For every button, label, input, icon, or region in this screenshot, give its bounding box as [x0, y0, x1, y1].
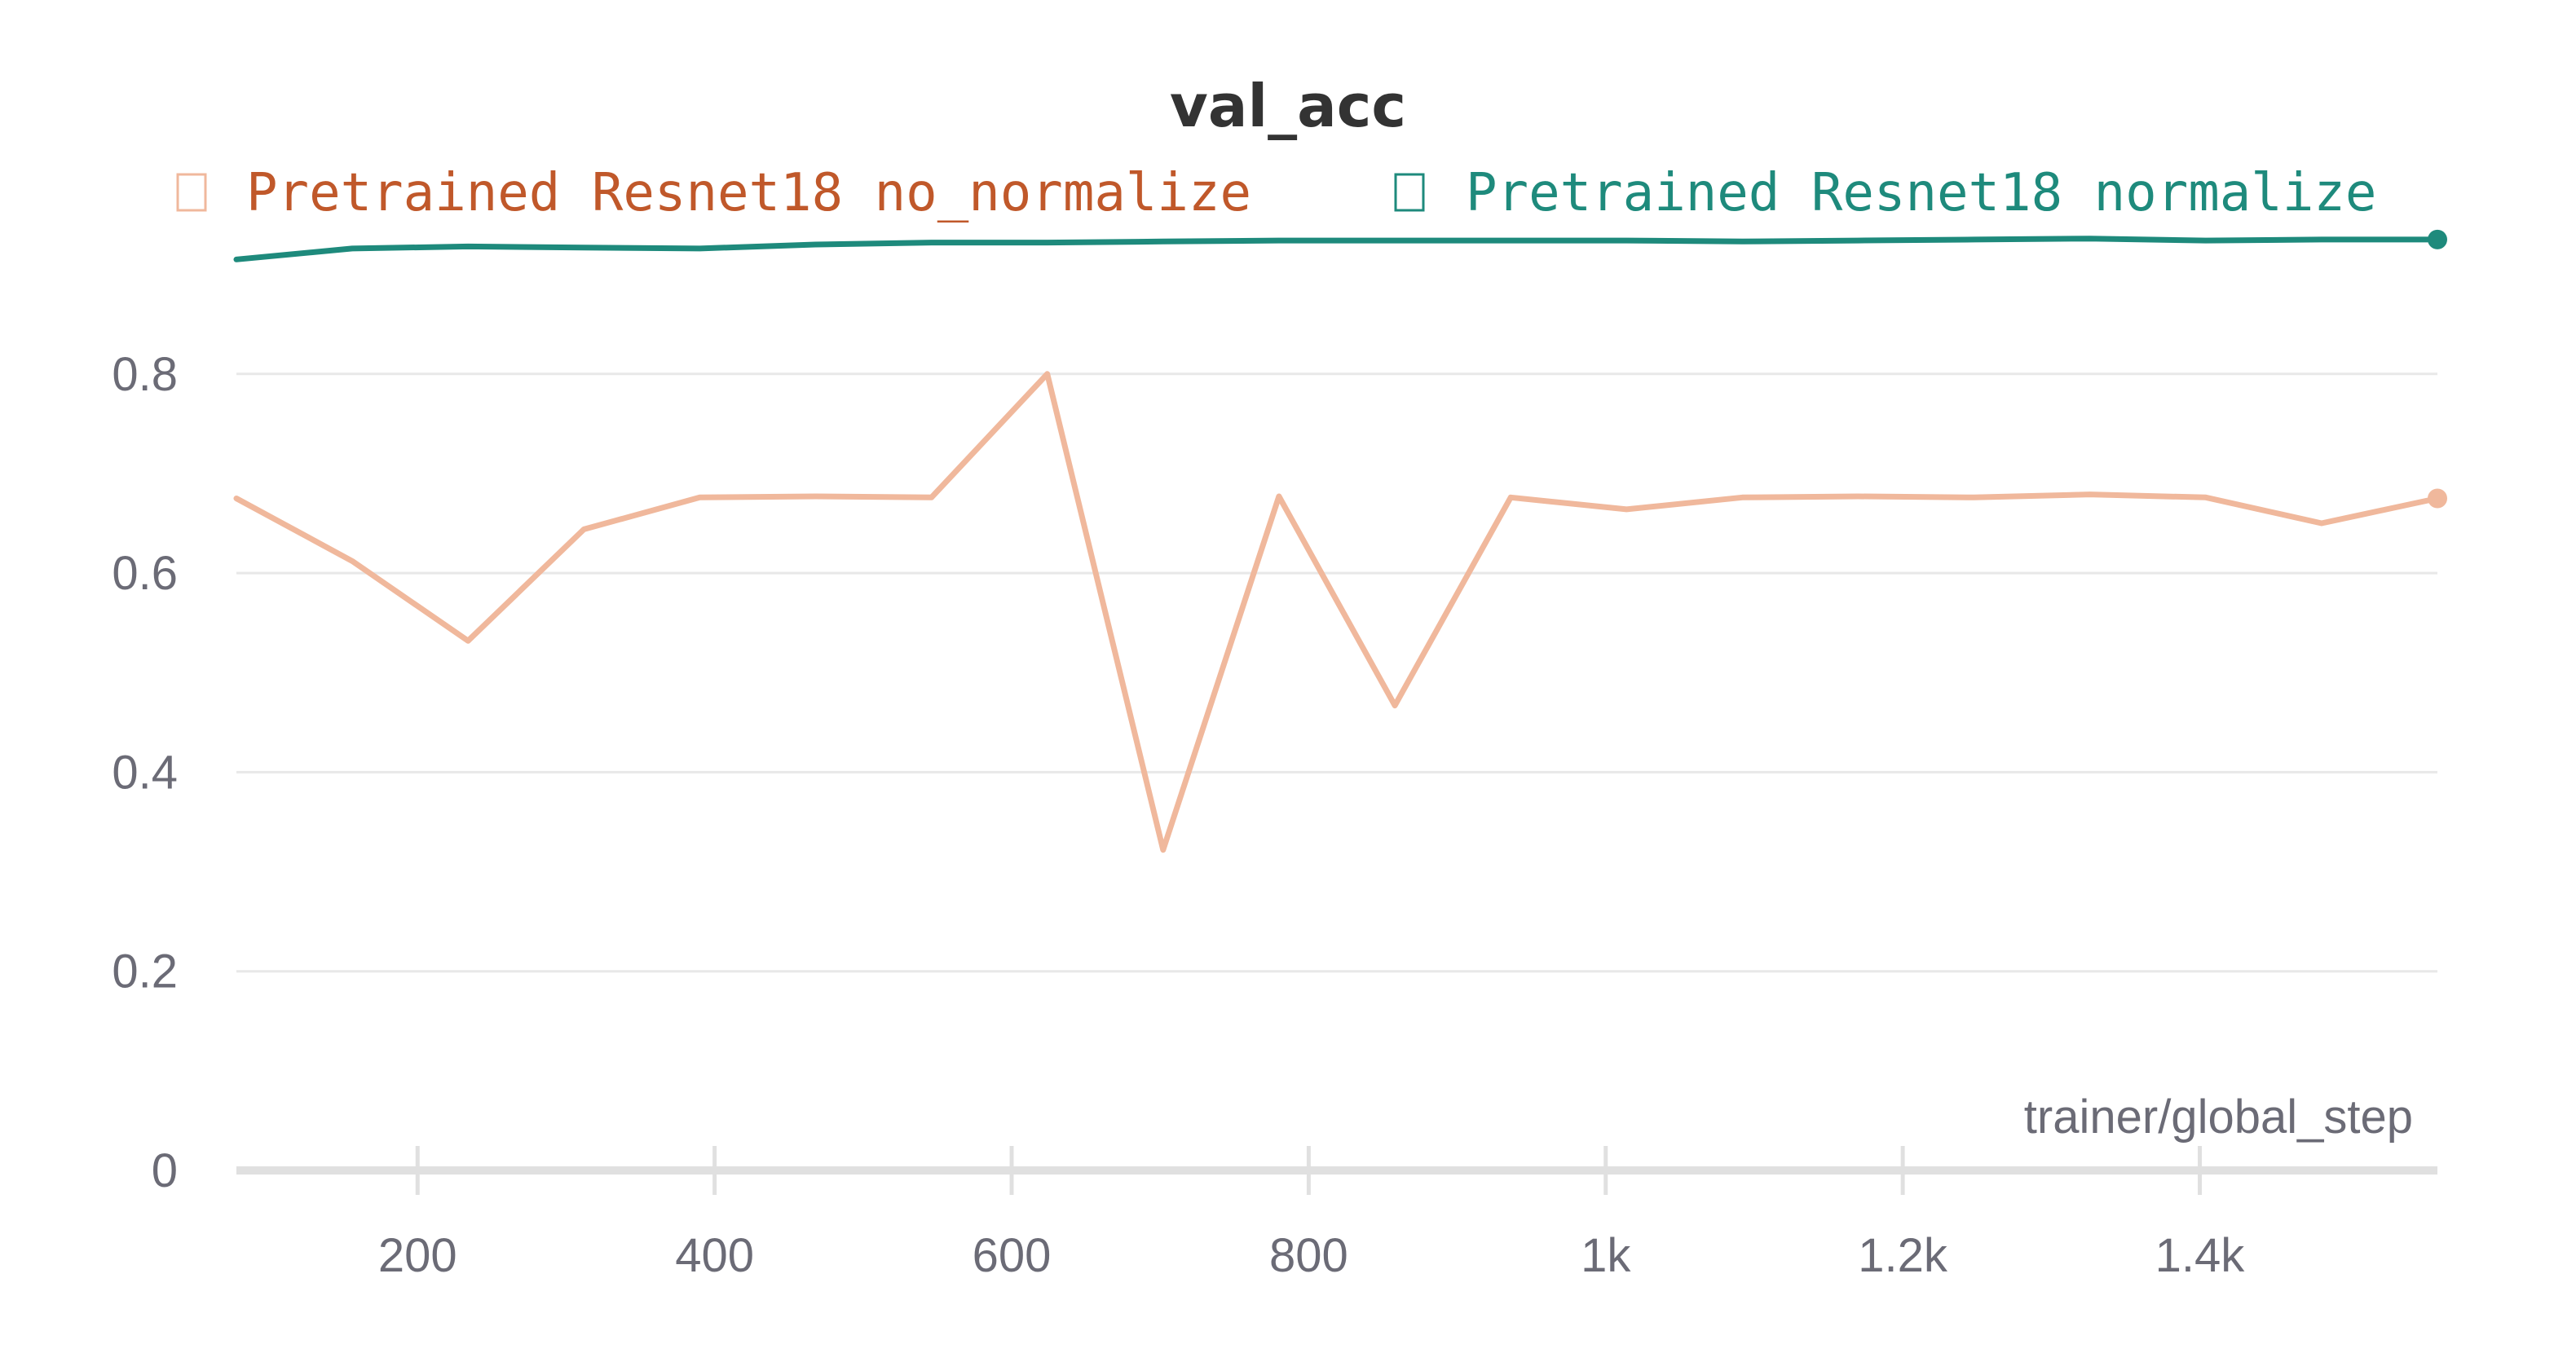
- x-axis-label: trainer/global_step: [2024, 1091, 2413, 1144]
- legend: Pretrained Resnet18 no_normalize Pretrai…: [176, 163, 2376, 223]
- gridlines: [236, 372, 2437, 973]
- series-lines: [233, 229, 2447, 853]
- series-end-point-0[interactable]: [2428, 488, 2447, 509]
- x-tick-label-1: 400: [675, 1229, 754, 1282]
- y-tick-label-1: 0.2: [112, 945, 178, 998]
- x-axis-tick-labels: 200 400 600 800 1k 1.2k 1.4k: [378, 1229, 2245, 1282]
- chart-title: val_acc: [1170, 72, 1406, 140]
- x-tick-label-5: 1.2k: [1858, 1229, 1948, 1282]
- y-axis-tick-labels: 0 0.2 0.4 0.6 0.8: [112, 348, 178, 1197]
- legend-label-no-normalize: Pretrained Resnet18 no_normalize: [246, 163, 1251, 223]
- series-line-1[interactable]: [233, 236, 2441, 262]
- y-tick-label-0: 0: [152, 1144, 178, 1197]
- x-axis: [236, 1146, 2437, 1195]
- x-tick-label-6: 1.4k: [2155, 1229, 2246, 1282]
- legend-swatch-no-normalize[interactable]: [176, 173, 207, 212]
- x-tick-label-2: 600: [973, 1229, 1052, 1282]
- y-tick-label-3: 0.6: [112, 547, 178, 600]
- x-tick-label-4: 1k: [1581, 1229, 1631, 1282]
- series-line-0[interactable]: [233, 371, 2441, 853]
- series-end-point-1[interactable]: [2428, 229, 2447, 249]
- x-tick-label-0: 200: [378, 1229, 457, 1282]
- y-tick-label-2: 0.4: [112, 746, 178, 799]
- legend-label-normalize: Pretrained Resnet18 normalize: [1466, 163, 2376, 223]
- x-tick-label-3: 800: [1269, 1229, 1348, 1282]
- y-tick-label-4: 0.8: [112, 348, 178, 401]
- legend-swatch-normalize[interactable]: [1394, 173, 1425, 212]
